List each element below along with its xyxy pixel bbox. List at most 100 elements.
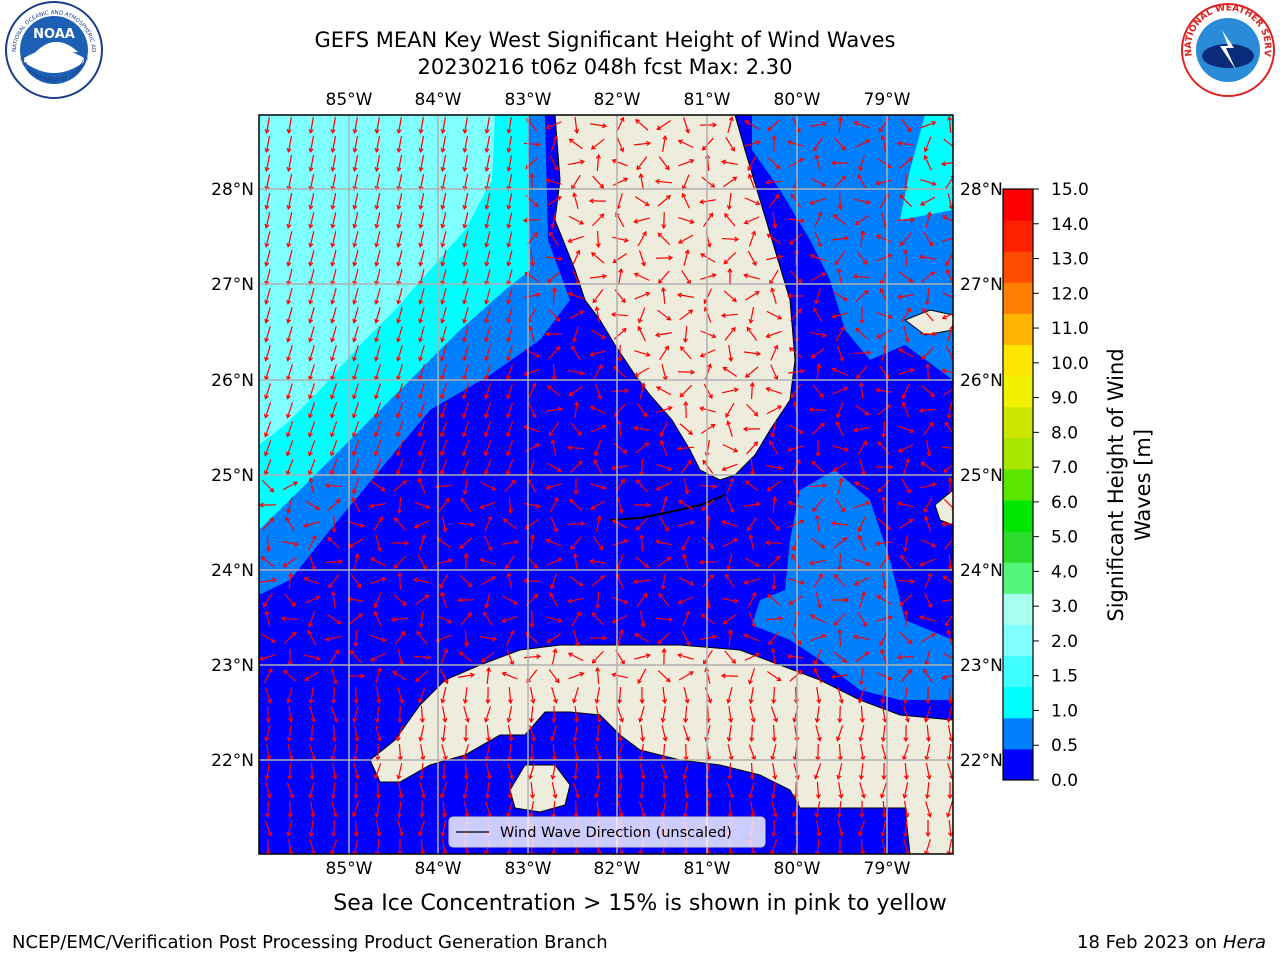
direction-arrowhead — [595, 666, 601, 672]
direction-arrowhead — [574, 129, 580, 135]
direction-arrowhead — [733, 447, 739, 453]
direction-arrowhead — [308, 698, 314, 705]
direction-arrow — [942, 292, 953, 298]
direction-arrowhead — [816, 603, 822, 609]
latitude-label: 28°N — [211, 180, 254, 200]
direction-arrow — [464, 686, 468, 704]
direction-arrowhead — [396, 204, 402, 210]
direction-arrowhead — [884, 192, 889, 199]
direction-arrow — [681, 269, 691, 285]
colorbar-segment — [1003, 344, 1033, 377]
direction-arrowhead — [329, 850, 335, 854]
direction-arrow — [439, 668, 449, 684]
direction-arrowhead — [288, 718, 294, 724]
direction-arrowhead — [689, 158, 695, 164]
direction-arrow — [942, 237, 953, 242]
direction-arrowhead — [880, 134, 886, 141]
direction-arrow — [573, 630, 579, 646]
direction-arrowhead — [491, 485, 497, 491]
direction-arrowhead — [816, 831, 822, 838]
direction-arrowhead — [633, 218, 639, 224]
direction-arrowhead — [393, 517, 399, 523]
direction-arrowhead — [820, 543, 826, 549]
direction-arrow — [788, 424, 804, 434]
direction-arrowhead — [900, 554, 906, 560]
direction-arrow — [724, 327, 736, 341]
direction-arrow — [441, 231, 447, 247]
direction-arrow — [282, 540, 298, 546]
direction-arrow — [310, 801, 314, 817]
direction-arrowhead — [544, 331, 550, 337]
direction-arrowhead — [484, 318, 490, 324]
direction-arrowhead — [486, 774, 492, 780]
direction-arrowhead — [710, 424, 716, 429]
direction-arrowhead — [330, 337, 336, 343]
direction-arrowhead — [638, 850, 644, 854]
direction-arrowhead — [264, 736, 270, 742]
direction-arrow — [771, 744, 777, 760]
direction-arrow — [855, 215, 869, 225]
direction-arrowhead — [506, 850, 512, 854]
direction-arrowhead — [462, 242, 468, 248]
direction-arrow — [838, 116, 842, 134]
direction-arrowhead — [522, 217, 528, 223]
direction-arrowhead — [862, 260, 868, 266]
direction-arrow — [480, 481, 496, 491]
direction-arrow — [440, 459, 448, 475]
direction-arrow — [590, 123, 606, 127]
direction-arrow — [376, 781, 380, 799]
direction-arrow — [441, 364, 447, 380]
direction-arrowhead — [418, 831, 423, 837]
direction-arrow — [397, 364, 403, 380]
direction-arrow — [331, 668, 337, 684]
direction-arrowhead — [354, 774, 360, 780]
direction-arrow — [637, 326, 647, 342]
direction-arrowhead — [836, 268, 842, 274]
direction-arrow — [809, 484, 827, 488]
direction-arrowhead — [907, 668, 912, 674]
direction-arrow — [767, 157, 781, 169]
direction-arrow — [924, 136, 932, 152]
direction-arrowhead — [485, 666, 492, 672]
direction-arrow — [897, 579, 915, 583]
direction-arrow — [283, 632, 297, 644]
direction-arrowhead — [859, 718, 865, 724]
direction-arrowhead — [529, 851, 535, 854]
direction-arrow — [772, 763, 776, 779]
direction-arrow — [441, 307, 447, 323]
direction-arrowhead — [899, 240, 905, 246]
direction-arrowhead — [331, 737, 337, 743]
direction-arrow — [310, 117, 314, 133]
direction-arrowhead — [901, 401, 907, 407]
direction-arrowhead — [267, 667, 273, 673]
direction-arrowhead — [354, 736, 360, 743]
direction-arrowhead — [747, 166, 753, 172]
direction-arrow — [923, 669, 933, 683]
direction-arrow — [678, 294, 694, 298]
direction-arrowhead — [307, 432, 313, 438]
direction-arrowhead — [619, 147, 625, 153]
direction-arrow — [701, 613, 715, 625]
direction-arrowhead — [331, 832, 337, 838]
direction-arrow — [660, 763, 668, 779]
direction-arrow — [948, 819, 952, 837]
direction-arrowhead — [796, 640, 802, 646]
direction-arrow — [923, 231, 933, 247]
direction-arrowhead — [328, 583, 333, 589]
direction-arrowhead — [661, 224, 667, 230]
direction-arrow — [308, 402, 316, 418]
direction-arrowhead — [721, 466, 727, 472]
direction-arrowhead — [555, 316, 561, 322]
direction-arrowhead — [353, 699, 359, 705]
direction-arrow — [330, 402, 338, 418]
direction-arrow — [833, 651, 847, 663]
direction-arrowhead — [810, 353, 816, 359]
direction-arrow — [612, 177, 628, 187]
direction-arrowhead — [484, 850, 490, 854]
direction-arrowhead — [447, 618, 453, 624]
direction-arrowhead — [700, 253, 706, 258]
direction-arrowhead — [289, 793, 295, 799]
direction-arrowhead — [842, 296, 848, 301]
direction-arrowhead — [360, 673, 366, 679]
direction-arrowhead — [291, 602, 296, 608]
